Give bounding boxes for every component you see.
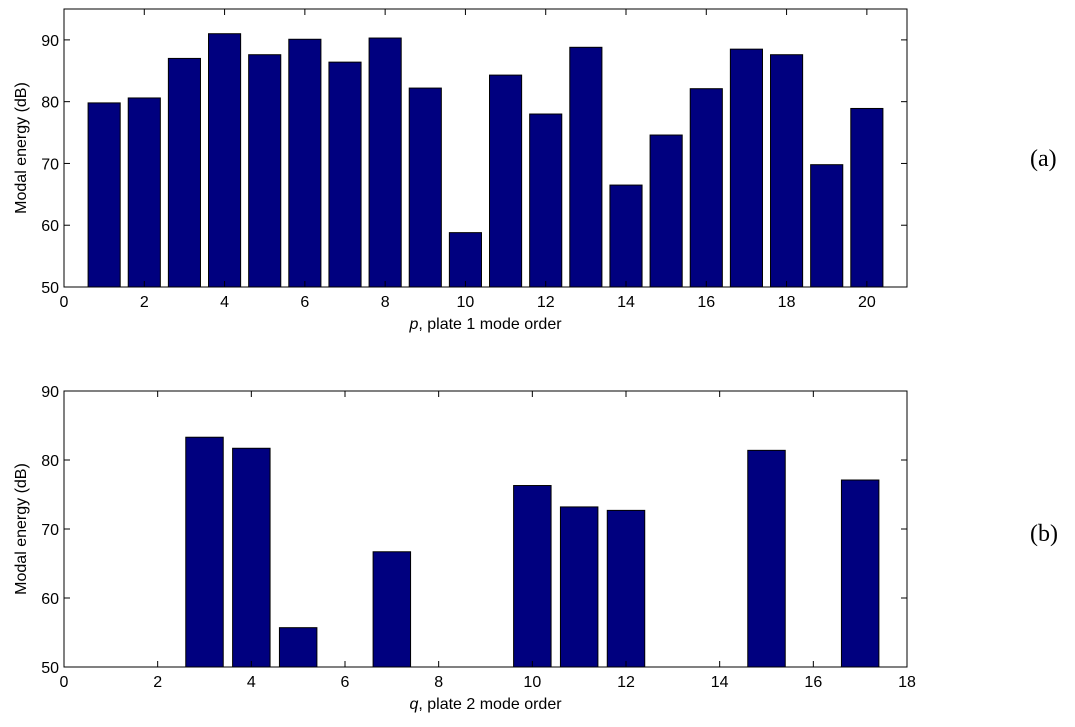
y-tick-label: 70 [41, 156, 59, 173]
bar-3 [167, 57, 201, 288]
chart-panel-a: 0 2 4 6 8 10 12 14 16 18 20 50 60 70 80 90 p, plate 1 mo… [13, 8, 908, 333]
bar-5 [248, 54, 282, 288]
x-tick-label: 20 [858, 294, 876, 311]
x-tick-label: 8 [381, 294, 390, 311]
bar-3 [185, 436, 224, 668]
panel-label-a: (a) [1030, 146, 1057, 172]
bar-2 [127, 97, 161, 288]
x-tick-label: 8 [434, 674, 443, 691]
bar-11 [489, 74, 523, 288]
bar-16 [689, 88, 723, 288]
panel-label-b: (b) [1030, 521, 1058, 547]
bar-1 [87, 102, 121, 288]
bar-12 [529, 113, 563, 288]
bar-5 [278, 627, 318, 668]
y-tick-label: 60 [41, 218, 59, 235]
y-axis-label: Modal energy (dB) [13, 463, 30, 595]
bar-17 [729, 48, 763, 288]
x-tick-label: 2 [140, 294, 149, 311]
y-tick-label: 50 [41, 280, 59, 297]
x-tick-label: 14 [711, 674, 729, 691]
x-tick-label: 18 [898, 674, 916, 691]
x-tick-label: 6 [300, 294, 309, 311]
bar-4 [232, 447, 271, 668]
x-axis-label-text: , plate 1 mode order [418, 316, 562, 333]
x-tick-label: 4 [247, 674, 256, 691]
x-axis-label: p, plate 1 mode order [408, 316, 562, 333]
bar-11 [559, 506, 599, 668]
y-tick-label: 90 [41, 33, 59, 50]
bar-7 [328, 61, 362, 288]
bar-9 [408, 87, 442, 288]
y-tick-label: 60 [41, 591, 59, 608]
y-tick-label: 80 [41, 453, 59, 470]
x-tick-label: 14 [617, 294, 635, 311]
bar-17 [840, 479, 880, 668]
bar-14 [609, 184, 643, 288]
x-tick-label: 12 [617, 674, 635, 691]
x-axis-label: q, plate 2 mode order [409, 696, 562, 713]
bar-6 [288, 38, 322, 288]
x-axis-label-variable: q [409, 696, 418, 713]
x-tick-label: 16 [804, 674, 822, 691]
x-tick-label: 0 [60, 674, 69, 691]
bar-15 [649, 134, 683, 288]
chart-panel-b: 0 2 4 6 8 10 12 14 16 18 50 60 70 80 90 q, plate 2 mode… [13, 384, 916, 713]
x-tick-label: 0 [60, 294, 69, 311]
x-tick-label: 12 [537, 294, 555, 311]
bar-19 [810, 164, 844, 288]
x-tick-label: 6 [341, 674, 350, 691]
bar-12 [606, 509, 646, 668]
y-tick-label: 50 [41, 660, 59, 677]
bar-4 [208, 33, 242, 288]
x-tick-label: 2 [153, 674, 162, 691]
x-tick-label: 16 [697, 294, 715, 311]
y-tick-label: 80 [41, 95, 59, 112]
bar-10 [513, 485, 552, 668]
bar-8 [368, 37, 402, 288]
x-tick-label: 10 [457, 294, 475, 311]
bar-10 [448, 232, 482, 288]
x-axis-label-variable: p [408, 316, 418, 333]
bar-15 [747, 449, 786, 668]
bar-20 [850, 107, 884, 288]
y-axis-label: Modal energy (dB) [13, 82, 30, 214]
bar-18 [770, 54, 804, 288]
bar-13 [569, 46, 603, 288]
y-tick-label: 70 [41, 522, 59, 539]
plot-frame [63, 8, 908, 288]
x-tick-label: 10 [523, 674, 541, 691]
x-axis-label-text: , plate 2 mode order [418, 696, 562, 713]
x-tick-label: 4 [220, 294, 229, 311]
bar-7 [372, 551, 412, 668]
x-tick-label: 18 [778, 294, 796, 311]
y-tick-label: 90 [41, 384, 59, 401]
